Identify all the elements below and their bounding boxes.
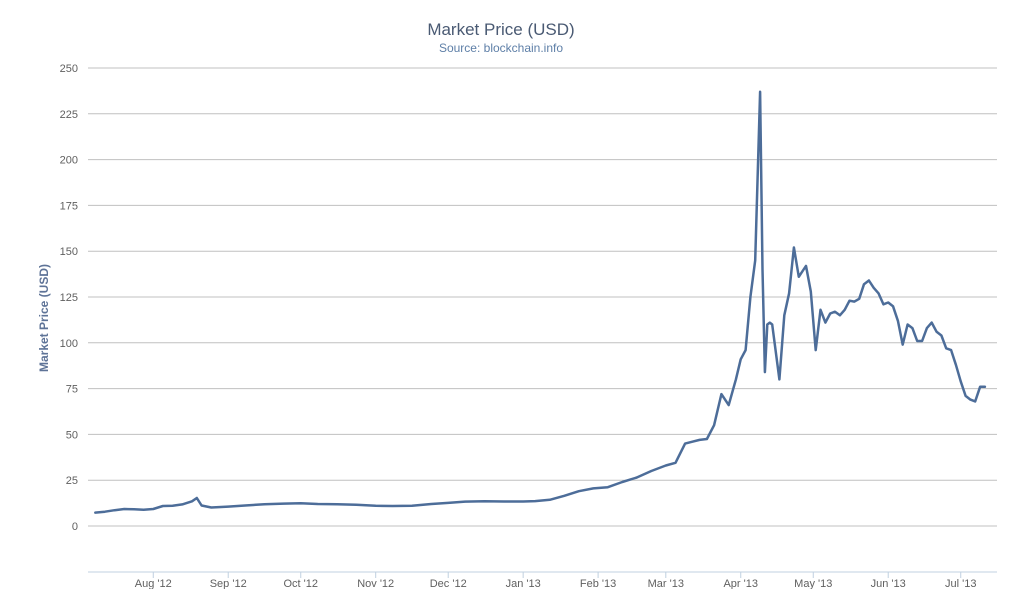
x-tick-label: Aug '12 <box>135 578 172 589</box>
series-lines <box>94 90 987 514</box>
y-tick-label: 200 <box>60 155 78 167</box>
x-tick-label: Jul '13 <box>945 578 976 589</box>
y-tick-label: 175 <box>60 200 78 212</box>
x-tick-label: Dec '12 <box>430 578 467 589</box>
y-tick-label: 0 <box>72 521 78 533</box>
x-tick-label: Feb '13 <box>580 578 616 589</box>
x-tick-label: Jan '13 <box>506 578 541 589</box>
chart-subtitle: Source: blockchain.info <box>438 41 564 55</box>
y-tick-labels: 0 25 50 75 100 125 150 175 200 225 250 <box>60 63 78 533</box>
x-tick-label: May '13 <box>794 578 832 589</box>
grid-lines <box>88 67 997 527</box>
chart-title: Market Price (USD) <box>427 20 575 39</box>
x-tick-label: Oct '12 <box>283 578 318 589</box>
y-tick-label: 100 <box>60 338 78 350</box>
x-axis: Aug '12 Sep '12 Oct '12 Nov '12 Dec '12 Jan '… <box>88 571 997 589</box>
x-tick-label: Sep '12 <box>210 578 247 589</box>
y-tick-label: 150 <box>60 246 78 258</box>
series-line-market-price <box>94 90 987 514</box>
x-tick-label: Nov '12 <box>357 578 394 589</box>
x-tick-label: Mar '13 <box>648 578 684 589</box>
y-tick-label: 250 <box>60 63 78 75</box>
y-tick-label: 50 <box>66 429 78 441</box>
y-tick-label: 25 <box>66 475 78 487</box>
x-tick-label: Apr '13 <box>723 578 758 589</box>
y-tick-label: 75 <box>66 384 78 396</box>
x-tick-label: Jun '13 <box>871 578 906 589</box>
y-tick-label: 225 <box>60 109 78 121</box>
y-tick-label: 125 <box>60 292 78 304</box>
